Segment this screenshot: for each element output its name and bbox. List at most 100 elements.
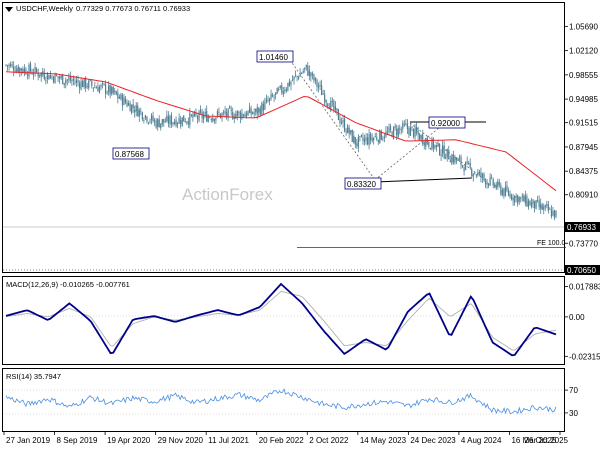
candle-body bbox=[123, 97, 125, 106]
candle-body bbox=[169, 116, 171, 124]
candle-body bbox=[481, 173, 484, 178]
candle-body bbox=[278, 88, 280, 91]
candle-body bbox=[161, 119, 163, 125]
x-tick-label: 2 Oct 2022 bbox=[309, 436, 349, 445]
candle-body bbox=[265, 99, 268, 102]
candle-body bbox=[543, 206, 545, 210]
candle-body bbox=[32, 73, 35, 75]
candle-body bbox=[415, 127, 418, 133]
candle-body bbox=[405, 123, 407, 125]
candle-body bbox=[252, 112, 254, 114]
candle-body bbox=[22, 69, 24, 73]
candle-body bbox=[353, 135, 355, 143]
candle-body bbox=[199, 109, 202, 113]
candle-body bbox=[158, 119, 160, 128]
candle-body bbox=[472, 174, 474, 177]
candle-body bbox=[307, 65, 309, 76]
candle-body bbox=[317, 85, 320, 88]
chart-header-symbol: USDCHF,Weekly bbox=[16, 4, 73, 13]
candle-body bbox=[340, 121, 343, 124]
lower-level-tag: 0.70650 bbox=[565, 265, 600, 275]
candle-body bbox=[509, 193, 511, 198]
candle-body bbox=[180, 119, 182, 124]
candle-body bbox=[347, 125, 349, 133]
candle-body bbox=[411, 126, 413, 128]
candle-body bbox=[296, 76, 298, 77]
candle-body bbox=[305, 64, 307, 68]
candle-body bbox=[140, 111, 142, 113]
candle-body bbox=[497, 181, 499, 187]
candle-body bbox=[112, 86, 114, 94]
candle-body bbox=[65, 80, 67, 84]
candle-body bbox=[331, 101, 333, 103]
candle-body bbox=[219, 113, 222, 119]
candle-body bbox=[475, 174, 477, 176]
candle-body bbox=[480, 172, 482, 178]
candle-body bbox=[336, 108, 338, 111]
candle-body bbox=[248, 107, 251, 113]
candle-body bbox=[483, 174, 485, 179]
candle-body bbox=[36, 68, 38, 72]
macd-title: MACD(12,26,9) -0.010265 -0.007761 bbox=[6, 280, 130, 289]
candle-body bbox=[396, 128, 398, 135]
macd-tick-label: -0.023159 bbox=[569, 352, 600, 361]
candle-body bbox=[417, 130, 419, 135]
candle-body bbox=[92, 87, 94, 89]
candle-body bbox=[348, 127, 350, 134]
label-0-83320-box bbox=[344, 177, 382, 190]
candle-body bbox=[414, 127, 416, 137]
rsi-title: RSI(14) 35.7947 bbox=[6, 372, 61, 381]
candle-body bbox=[204, 112, 206, 115]
collapse-triangle-icon[interactable] bbox=[5, 7, 13, 12]
price-tick-label: 0.94985 bbox=[569, 95, 598, 104]
candle-body bbox=[533, 200, 536, 209]
channel-bottom-line bbox=[374, 177, 473, 183]
candle-body bbox=[431, 138, 433, 150]
label-0-92000-box bbox=[428, 116, 466, 129]
candle-body bbox=[443, 145, 445, 159]
candle-body bbox=[26, 74, 29, 76]
candle-body bbox=[524, 195, 526, 204]
candle-body bbox=[406, 123, 408, 129]
candle-body bbox=[155, 120, 157, 128]
candle-body bbox=[325, 100, 327, 103]
candle-body bbox=[46, 73, 48, 80]
candle-body bbox=[37, 72, 39, 77]
candle-body bbox=[515, 196, 517, 198]
candle-body bbox=[143, 119, 145, 121]
candle-body bbox=[83, 78, 85, 88]
candle-body bbox=[138, 109, 140, 117]
price-tick-label: 0.91515 bbox=[569, 119, 598, 128]
candle-body bbox=[137, 105, 139, 117]
candle-body bbox=[432, 138, 435, 149]
candle-body bbox=[198, 111, 200, 121]
candle-body bbox=[394, 126, 396, 128]
candle-body bbox=[469, 163, 471, 168]
candle-body bbox=[216, 111, 219, 116]
candle-body bbox=[281, 85, 283, 93]
macd-main-line bbox=[5, 282, 557, 357]
candle-body bbox=[288, 81, 291, 86]
candle-body bbox=[357, 136, 359, 148]
candle-body bbox=[54, 73, 56, 84]
candle-body bbox=[181, 117, 183, 126]
x-tick-label: 27 Jan 2019 bbox=[6, 436, 51, 445]
candle-body bbox=[477, 172, 479, 176]
candle-body bbox=[537, 200, 539, 201]
candle-body bbox=[491, 176, 493, 178]
candle-body bbox=[264, 101, 266, 110]
candle-body bbox=[25, 69, 27, 75]
candle-body bbox=[74, 82, 76, 84]
candle-body bbox=[494, 184, 496, 187]
label-0-87568: 0.87568 bbox=[112, 147, 150, 160]
candle-body bbox=[310, 72, 312, 77]
candle-body bbox=[474, 173, 476, 175]
candle-body bbox=[382, 138, 384, 140]
candle-body bbox=[57, 76, 59, 79]
candle-body bbox=[400, 129, 402, 131]
macd-tick-label: 0.017883 bbox=[569, 282, 600, 291]
fe-level-label: FE 100.0 bbox=[537, 240, 566, 247]
candle-body bbox=[350, 130, 352, 133]
candle-body bbox=[97, 86, 99, 92]
candle-body bbox=[71, 80, 73, 82]
